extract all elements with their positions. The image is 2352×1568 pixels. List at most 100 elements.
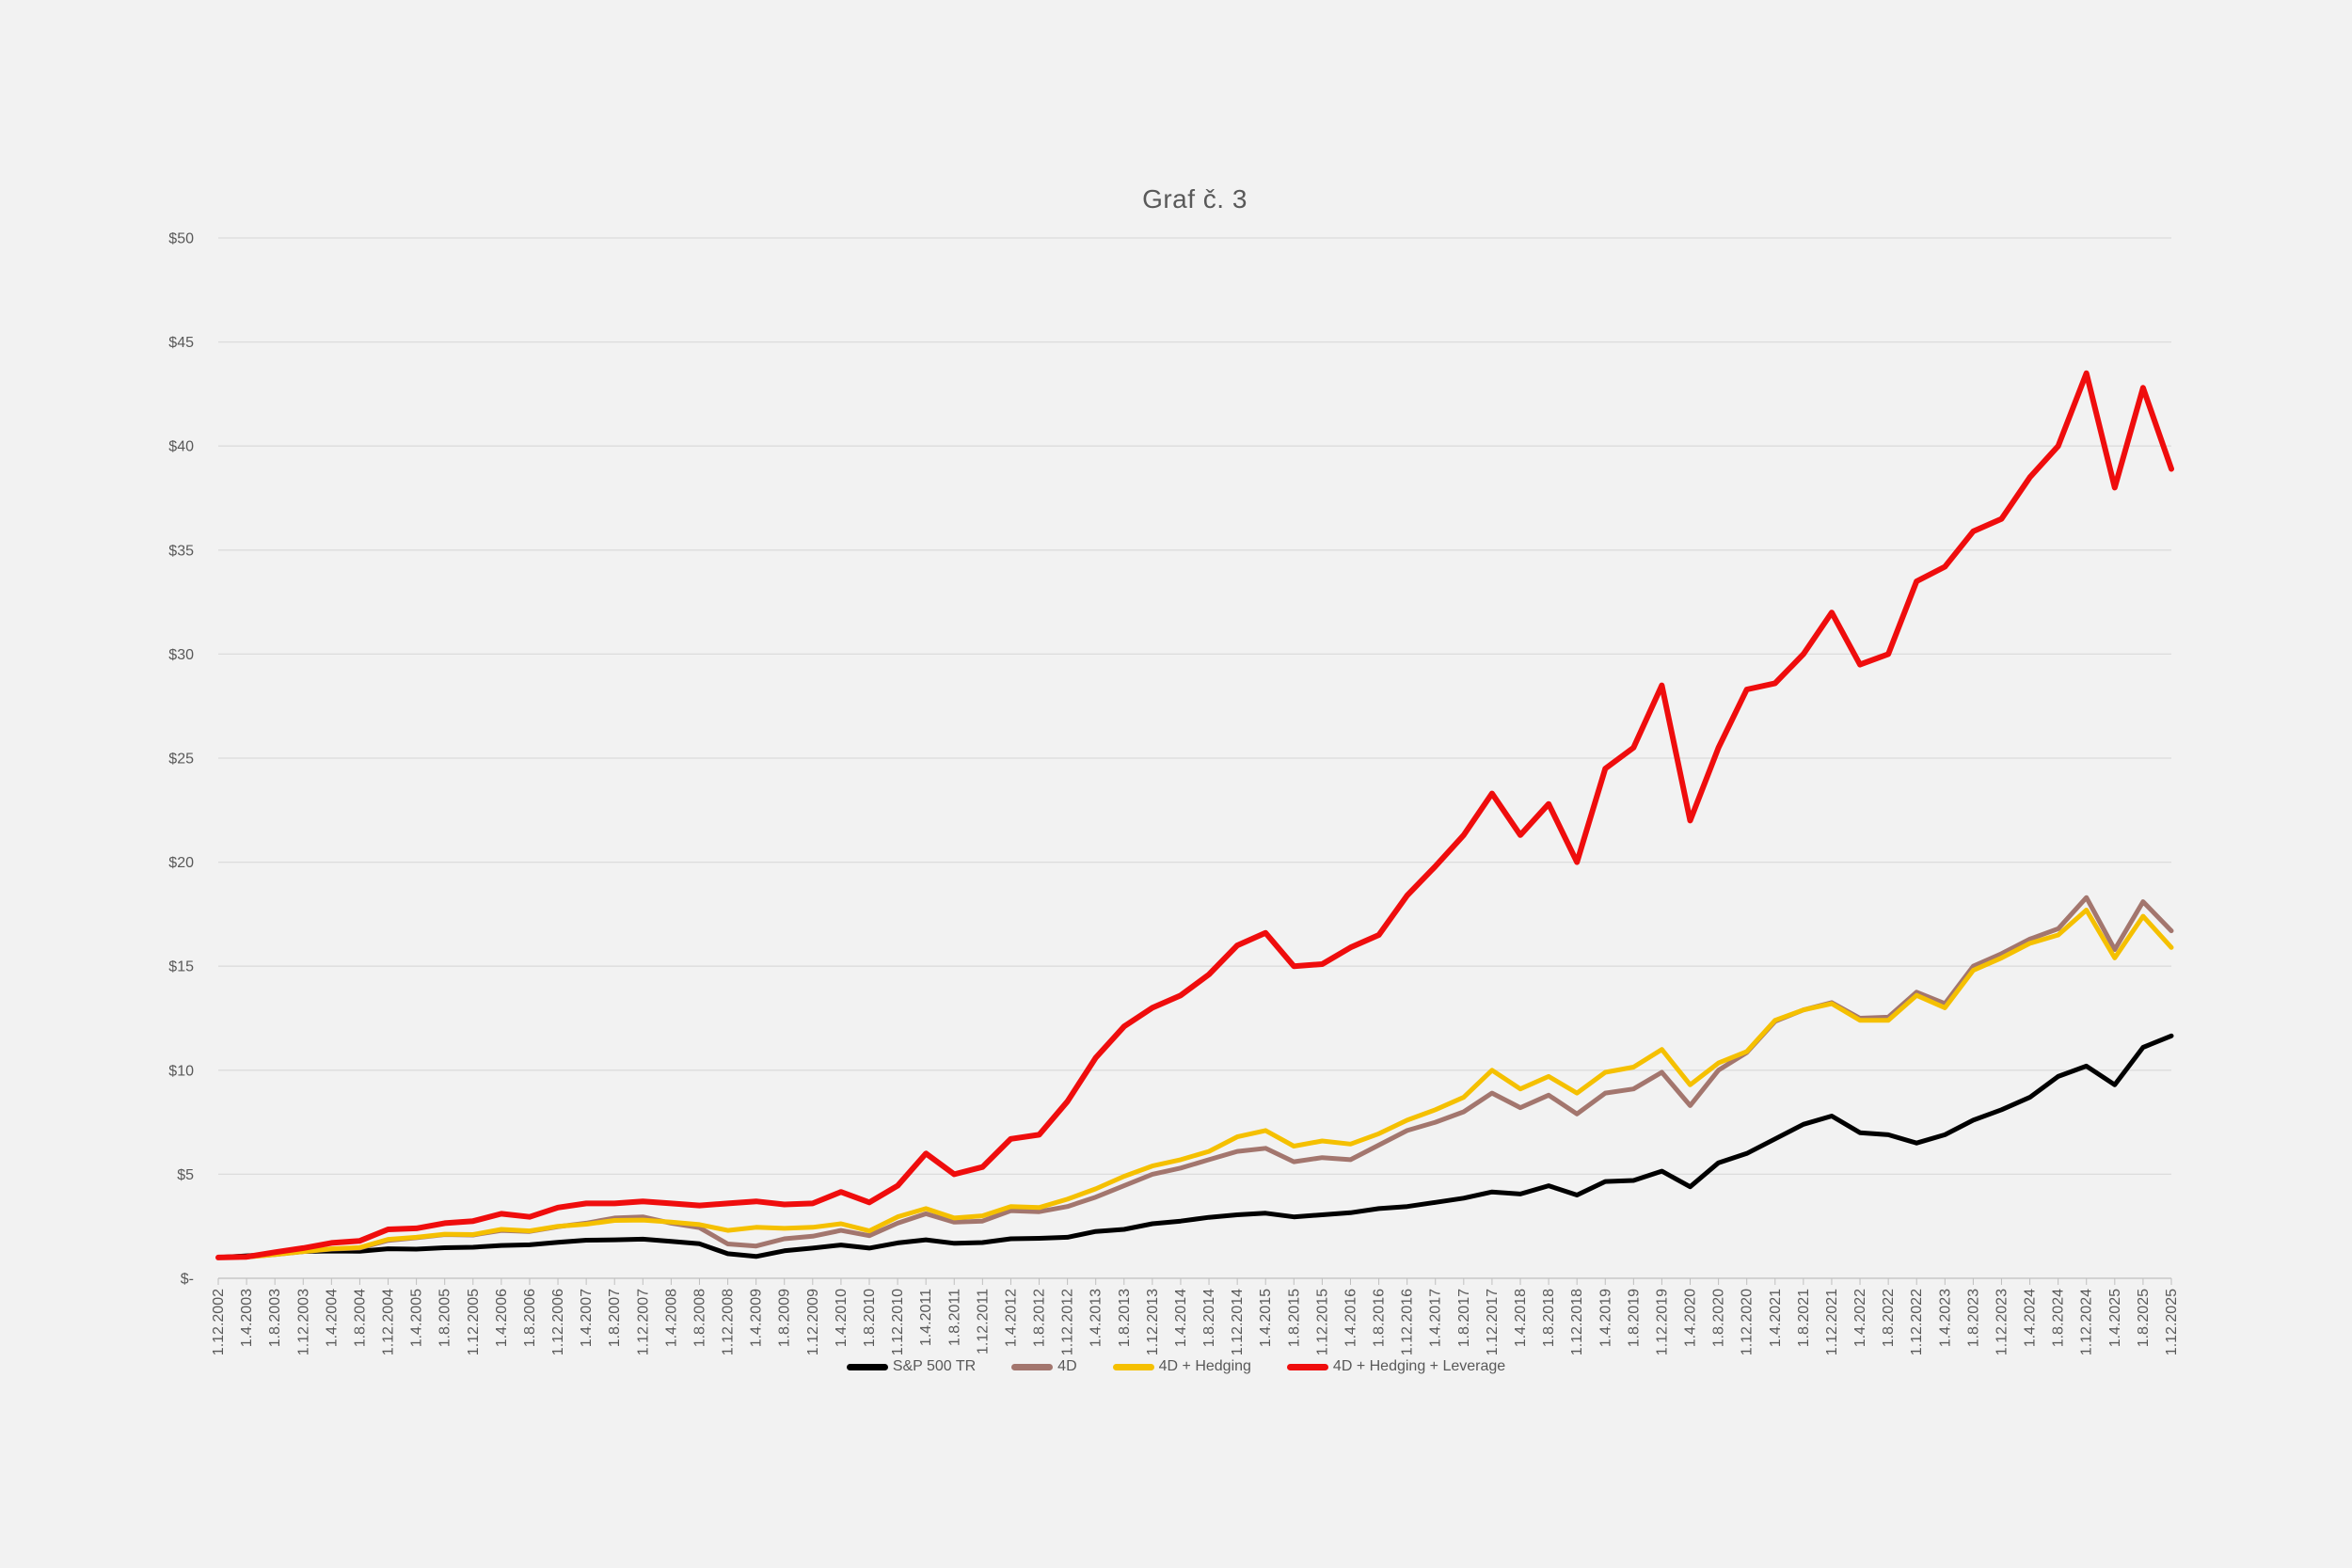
x-axis-label: 1.12.2004: [381, 1289, 397, 1355]
x-axis-label: 1.8.2012: [1032, 1289, 1048, 1347]
x-axis-label: 1.4.2025: [2107, 1289, 2123, 1347]
y-axis-label: $20: [168, 855, 194, 871]
series-line-4d: [215, 895, 2174, 1260]
y-axis-label: $5: [177, 1167, 194, 1183]
x-axis-label: 1.4.2013: [1089, 1289, 1104, 1347]
x-axis-label: 1.8.2011: [946, 1289, 962, 1346]
x-axis-label: 1.8.2022: [1881, 1289, 1897, 1347]
x-axis-label: 1.8.2020: [1711, 1289, 1727, 1347]
x-axis-label: 1.12.2003: [295, 1289, 311, 1355]
x-axis-label: 1.12.2017: [1485, 1289, 1501, 1355]
x-axis-label: 1.12.2025: [2164, 1289, 2180, 1355]
legend-swatch-icon: [1011, 1363, 1054, 1370]
x-axis-label: 1.8.2004: [352, 1289, 368, 1347]
x-axis-label: 1.4.2022: [1852, 1289, 1868, 1347]
x-axis-label: 1.4.2021: [1768, 1289, 1784, 1347]
x-axis-label: 1.8.2025: [2136, 1289, 2152, 1347]
x-axis-label: 1.4.2015: [1258, 1289, 1274, 1347]
x-axis-label: 1.12.2022: [1909, 1289, 1925, 1355]
x-axis-label: 1.8.2003: [267, 1289, 283, 1347]
x-axis-label: 1.4.2014: [1173, 1289, 1189, 1347]
x-axis-label: 1.12.2009: [805, 1289, 821, 1355]
x-axis-label: 1.12.2018: [1569, 1289, 1585, 1355]
x-axis-label: 1.8.2017: [1456, 1289, 1472, 1347]
x-axis-label: 1.8.2015: [1286, 1289, 1302, 1347]
x-axis-label: 1.8.2013: [1117, 1289, 1133, 1347]
x-axis-label: 1.4.2003: [239, 1289, 255, 1347]
legend-label: S&P 500 TR: [892, 1358, 977, 1374]
x-axis-label: 1.4.2005: [409, 1289, 425, 1347]
legend-swatch-icon: [1112, 1363, 1154, 1370]
x-axis-label: 1.8.2007: [607, 1289, 623, 1347]
y-axis-label: $-: [181, 1272, 194, 1288]
chart-legend: S&P 500 TR 4D 4D + Hedging 4D + Hedging + L…: [0, 1358, 2352, 1375]
y-axis-label: $35: [168, 543, 194, 559]
legend-item-4d-hedging-leverage: 4D + Hedging + Leverage: [1286, 1358, 1506, 1375]
x-axis-label: 1.4.2010: [834, 1289, 850, 1347]
chart-title: Graf č. 3: [1142, 184, 1248, 214]
x-axis-label: 1.8.2024: [2051, 1289, 2067, 1347]
x-axis-label: 1.12.2013: [1145, 1289, 1161, 1355]
x-axis-label: 1.12.2023: [1994, 1289, 2010, 1355]
y-axis-label: $25: [168, 752, 194, 768]
legend-item-4d-hedging: 4D + Hedging: [1112, 1358, 1251, 1375]
y-axis-label: $40: [168, 439, 194, 455]
x-axis-label: 1.4.2007: [579, 1289, 595, 1347]
x-axis-label: 1.4.2011: [918, 1289, 934, 1346]
x-axis-label: 1.8.2009: [777, 1289, 793, 1347]
x-axis-label: 1.12.2021: [1824, 1289, 1840, 1355]
x-axis-label: 1.12.2010: [890, 1289, 906, 1355]
y-axis-label: $15: [168, 959, 194, 975]
x-axis-label: 1.4.2008: [663, 1289, 679, 1347]
x-axis-label: 1.8.2019: [1626, 1289, 1642, 1347]
legend-label: 4D + Hedging: [1158, 1358, 1251, 1374]
x-axis-label: 1.12.2019: [1654, 1289, 1670, 1355]
x-axis-label: 1.8.2021: [1796, 1289, 1812, 1347]
x-axis-label: 1.4.2016: [1343, 1289, 1359, 1347]
x-axis-label: 1.4.2020: [1683, 1289, 1699, 1347]
x-axis-label: 1.4.2017: [1428, 1289, 1444, 1347]
x-axis-label: 1.12.2014: [1230, 1289, 1246, 1355]
x-axis-label: 1.4.2018: [1513, 1289, 1529, 1347]
x-axis-label: 1.4.2019: [1597, 1289, 1613, 1347]
x-axis-label: 1.8.2005: [437, 1289, 453, 1347]
x-axis-label: 1.4.2006: [494, 1289, 510, 1347]
y-axis-label: $50: [168, 231, 194, 247]
x-axis-label: 1.8.2010: [862, 1289, 878, 1347]
x-axis-label: 1.8.2023: [1965, 1289, 1981, 1347]
y-axis-label: $45: [168, 335, 194, 351]
x-axis-label: 1.4.2012: [1003, 1289, 1019, 1347]
x-axis-label: 1.12.2002: [211, 1289, 227, 1355]
series-line-4d-hedging: [215, 908, 2174, 1260]
x-axis-label: 1.12.2005: [466, 1289, 482, 1355]
x-axis-label: 1.8.2018: [1541, 1289, 1557, 1347]
legend-label: 4D: [1057, 1358, 1077, 1374]
x-axis-label: 1.12.2007: [635, 1289, 651, 1355]
x-axis-label: 1.12.2008: [721, 1289, 737, 1355]
legend-swatch-icon: [846, 1363, 888, 1370]
x-axis-label: 1.8.2014: [1201, 1289, 1217, 1347]
x-axis-label: 1.12.2016: [1400, 1289, 1416, 1355]
legend-swatch-icon: [1286, 1363, 1328, 1370]
legend-label: 4D + Hedging + Leverage: [1332, 1358, 1506, 1374]
series-line-s-p-500-tr: [215, 1033, 2174, 1260]
legend-item-4d: 4D: [1011, 1358, 1077, 1375]
x-axis-label: 1.12.2011: [975, 1289, 991, 1354]
x-axis-label: 1.4.2009: [749, 1289, 765, 1347]
y-axis-label: $30: [168, 647, 194, 663]
legend-item-s-p-500-tr: S&P 500 TR: [846, 1358, 977, 1375]
x-axis-label: 1.12.2024: [2079, 1289, 2095, 1355]
x-axis-label: 1.4.2024: [2023, 1289, 2039, 1347]
x-axis-label: 1.8.2008: [691, 1289, 707, 1347]
x-axis-label: 1.12.2012: [1060, 1289, 1076, 1355]
x-axis-label: 1.8.2006: [522, 1289, 538, 1347]
y-axis-label: $10: [168, 1063, 194, 1079]
x-axis-label: 1.8.2016: [1372, 1289, 1388, 1347]
x-axis-label: 1.12.2020: [1740, 1289, 1756, 1355]
x-axis-label: 1.4.2023: [1937, 1289, 1953, 1347]
x-axis-label: 1.12.2006: [550, 1289, 566, 1355]
x-axis-label: 1.12.2015: [1314, 1289, 1330, 1355]
x-axis-label: 1.4.2004: [324, 1289, 340, 1347]
